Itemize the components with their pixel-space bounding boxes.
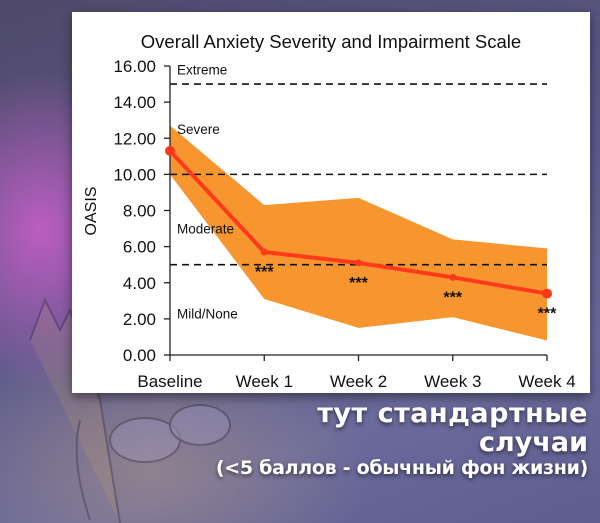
zone-label: Extreme bbox=[177, 63, 227, 78]
significance-marker: *** bbox=[443, 289, 462, 306]
data-point bbox=[260, 248, 268, 256]
y-tick-label: 4.00 bbox=[123, 274, 156, 293]
x-tick-label: Week 4 bbox=[518, 372, 575, 391]
zone-label: Moderate bbox=[177, 222, 234, 237]
data-point bbox=[355, 259, 362, 267]
y-tick-label: 2.00 bbox=[123, 310, 156, 329]
y-tick-label: 16.00 bbox=[113, 57, 156, 76]
zone-label: Severe bbox=[177, 122, 220, 137]
y-axis-label: OASIS bbox=[83, 187, 100, 236]
caption-line-3: (<5 баллов - обычный фон жизни) bbox=[215, 457, 588, 479]
y-tick-label: 12.00 bbox=[113, 129, 156, 148]
significance-marker: *** bbox=[255, 264, 274, 281]
data-point bbox=[542, 288, 552, 299]
zone-label: Mild/None bbox=[177, 306, 238, 321]
significance-marker: *** bbox=[349, 275, 368, 292]
y-tick-label: 6.00 bbox=[123, 238, 156, 257]
y-tick-label: 8.00 bbox=[123, 202, 156, 221]
confidence-band bbox=[170, 125, 547, 341]
y-tick-label: 0.00 bbox=[123, 346, 156, 365]
x-tick-label: Baseline bbox=[137, 372, 202, 391]
y-tick-label: 10.00 bbox=[113, 165, 156, 184]
data-point bbox=[165, 145, 175, 156]
meme-caption: тут стандартные случаи (<5 баллов - обыч… bbox=[216, 400, 588, 478]
caption-line-2: случаи bbox=[478, 427, 588, 458]
x-tick-label: Week 3 bbox=[424, 372, 481, 391]
significance-marker: *** bbox=[538, 306, 557, 323]
chart-title: Overall Anxiety Severity and Impairment … bbox=[141, 31, 521, 52]
x-tick-label: Week 1 bbox=[236, 372, 293, 391]
caption-line-1: тут стандартные bbox=[317, 398, 588, 429]
x-tick-label: Week 2 bbox=[330, 372, 387, 391]
data-point bbox=[449, 273, 457, 281]
y-tick-label: 14.00 bbox=[113, 93, 156, 112]
